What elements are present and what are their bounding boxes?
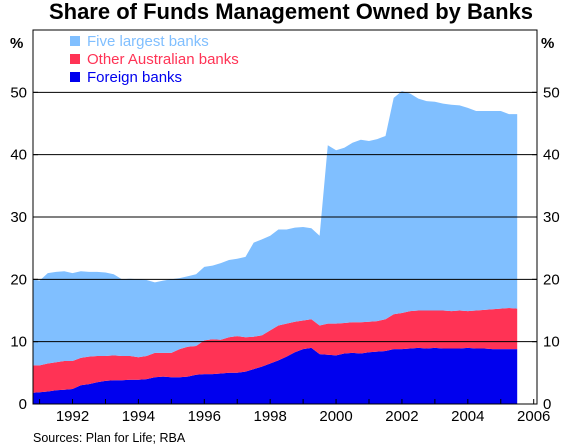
legend-swatch-foreign-banks	[70, 72, 80, 82]
source-note: Sources: Plan for Life; RBA	[33, 431, 186, 445]
y-tick-label-left-20: 20	[10, 271, 27, 288]
y-tick-label-left-40: 40	[10, 147, 27, 164]
legend-label-foreign-banks: Foreign banks	[87, 69, 182, 86]
area-series-group	[33, 91, 518, 404]
x-tick-label-1998: 1998	[253, 408, 286, 425]
y-tick-label-right-0: 0	[543, 396, 551, 413]
y-axis-unit-right: %	[541, 35, 554, 52]
area-other-australian-banks	[33, 308, 518, 393]
y-tick-label-right-20: 20	[543, 271, 560, 288]
tick-labels: 0 0 10 10 20 20 30 30 40 40 50 50 1992 1994 1996 1998 20…	[10, 84, 559, 425]
y-tick-label-right-30: 30	[543, 209, 560, 226]
area-five-largest-banks	[33, 91, 518, 366]
legend-swatch-other-australian-banks	[70, 54, 80, 64]
x-tick-label-2000: 2000	[319, 408, 352, 425]
x-tick-label-2006: 2006	[517, 408, 550, 425]
x-tick-label-1994: 1994	[122, 408, 155, 425]
area-foreign-banks	[33, 347, 518, 404]
y-tick-label-left-10: 10	[10, 334, 27, 351]
x-tick-label-2004: 2004	[451, 408, 484, 425]
gridlines	[33, 91, 537, 343]
legend-swatch-five-largest-banks	[70, 36, 80, 46]
y-tick-label-left-0: 0	[19, 396, 27, 413]
y-tick-label-left-30: 30	[10, 209, 27, 226]
x-tick-label-1996: 1996	[188, 408, 221, 425]
tick-marks	[33, 91, 537, 405]
y-tick-label-right-50: 50	[543, 84, 560, 101]
y-tick-label-left-50: 50	[10, 84, 27, 101]
x-tick-label-2002: 2002	[385, 408, 418, 425]
chart-title: Share of Funds Management Owned by Banks	[48, 0, 534, 24]
y-tick-label-right-10: 10	[543, 334, 560, 351]
y-tick-label-right-40: 40	[543, 147, 560, 164]
legend-label-other-australian-banks: Other Australian banks	[87, 51, 239, 68]
y-axis-unit-left: %	[10, 35, 23, 52]
x-tick-label-1992: 1992	[56, 408, 89, 425]
legend-label-five-largest-banks: Five largest banks	[87, 33, 209, 50]
